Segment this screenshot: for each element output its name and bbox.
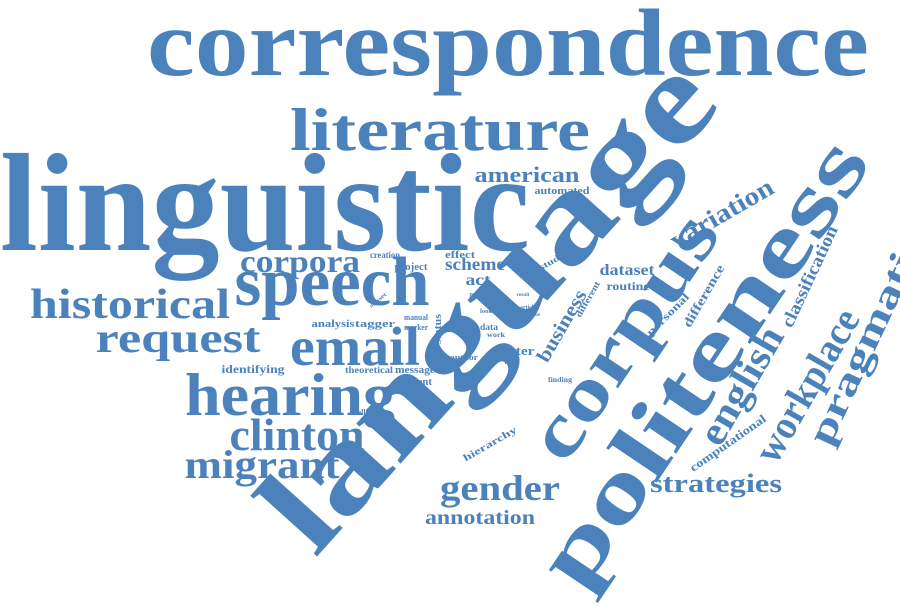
word: finding: [548, 376, 573, 384]
word: automated: [535, 185, 590, 197]
word: theoretical: [345, 365, 394, 375]
word: effect: [445, 249, 475, 261]
word: look: [480, 309, 493, 315]
word: circle: [500, 311, 511, 316]
word: paper: [470, 292, 485, 298]
word: manual: [404, 313, 429, 322]
word: request: [96, 316, 261, 362]
word: literature: [290, 97, 590, 163]
word: american: [475, 162, 580, 187]
word: report: [505, 360, 520, 366]
word: corpora: [240, 243, 360, 279]
word: annotation: [425, 507, 535, 529]
word: challenge: [350, 408, 380, 417]
word: issue: [530, 313, 541, 318]
word: result: [517, 293, 530, 298]
word: author: [450, 353, 479, 362]
word: letter: [500, 343, 535, 358]
word: hierarchy: [462, 425, 519, 465]
word: creation: [370, 250, 400, 260]
word: data: [480, 322, 499, 332]
word: historical: [30, 282, 230, 328]
word: clinton: [230, 410, 365, 460]
word: status: [433, 314, 444, 344]
word: speech: [235, 244, 430, 321]
word: email: [290, 316, 420, 377]
word: present: [398, 377, 433, 388]
word: linguistic: [0, 126, 530, 281]
word: routine: [607, 279, 651, 293]
word: correspondence: [147, 0, 869, 96]
word: marker: [404, 323, 428, 332]
word: scheme: [445, 254, 505, 274]
word: message: [395, 364, 435, 376]
word: migrant: [185, 442, 341, 487]
word: dataset: [600, 262, 656, 279]
word: gender: [440, 468, 560, 508]
word: article: [520, 305, 536, 311]
word: project: [395, 262, 429, 273]
word: strategies: [650, 469, 782, 498]
word: tagger: [355, 318, 395, 330]
word: analysis: [312, 319, 355, 330]
word: identifying: [222, 362, 285, 376]
word: hearing: [185, 362, 395, 428]
word: act: [466, 272, 492, 289]
word: work: [487, 331, 505, 339]
